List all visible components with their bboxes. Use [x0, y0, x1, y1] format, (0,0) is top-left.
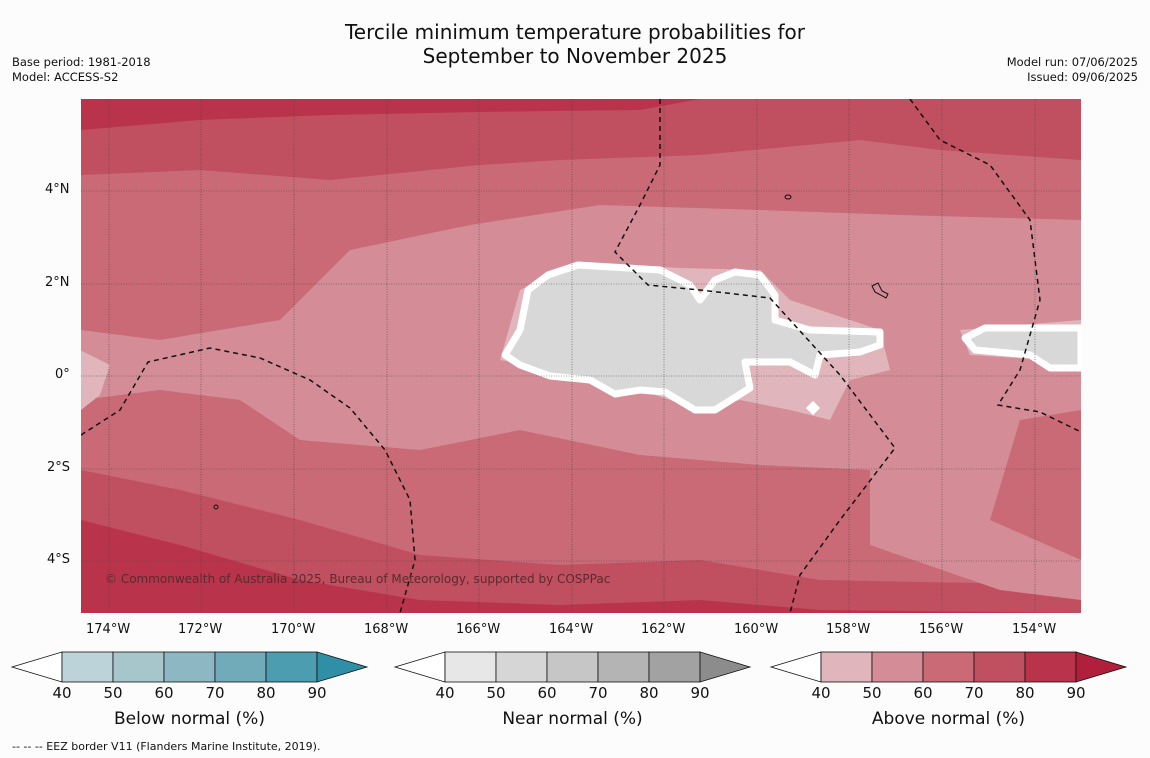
island-outlines: [213, 194, 889, 510]
colorbar-over-triangle: [699, 651, 752, 683]
lon-label-162w: 162°W: [641, 622, 686, 637]
colorbar-tick-label: 40: [811, 684, 831, 702]
colorbar-segment: [265, 651, 318, 683]
band-80-north: [81, 99, 1081, 180]
colorbar-under-triangle: [10, 651, 63, 683]
colorbar-segment: [597, 651, 650, 683]
colorbar-tick-label: 40: [52, 684, 72, 702]
lon-label-160w: 160°W: [734, 622, 779, 637]
colorbar-segment: [922, 651, 975, 683]
lon-label-170w: 170°W: [271, 622, 316, 637]
colorbar-segment: [1024, 651, 1077, 683]
lat-label-2n: 2°N: [45, 275, 70, 290]
colorbar-tick-label: 60: [537, 684, 557, 702]
colorbar-tick-label: 90: [1066, 684, 1086, 702]
band-80-south: [81, 470, 1081, 613]
colorbar-segment: [820, 651, 873, 683]
map-title-line1: Tercile minimum temperature probabilitie…: [344, 20, 806, 44]
colorbar-title: Below normal (%): [114, 709, 265, 729]
colorbar-tick-label: 60: [154, 684, 174, 702]
base-period: Base period: 1981-2018: [12, 55, 151, 69]
colorbar-segment: [871, 651, 924, 683]
map-title-line2: September to November 2025: [422, 44, 728, 68]
colorbar-tick-label: 70: [205, 684, 225, 702]
band-90-north: [81, 99, 700, 130]
graticule: [81, 99, 1081, 613]
colorbar-segment: [973, 651, 1026, 683]
lon-label-156w: 156°W: [919, 622, 964, 637]
colorbar-segment: [61, 651, 114, 683]
model-run-date: Model run: 07/06/2025: [1006, 55, 1138, 69]
lon-label-174w: 174°W: [86, 622, 131, 637]
lon-label-168w: 168°W: [364, 622, 409, 637]
lat-label-2s: 2°S: [47, 460, 71, 475]
colorbar-segment: [112, 651, 165, 683]
lon-label-172w: 172°W: [178, 622, 223, 637]
colorbar-over-triangle: [1075, 651, 1128, 683]
colorbar-tick-label: 70: [588, 684, 608, 702]
near-normal-region: [501, 261, 884, 414]
lat-label-4s: 4°S: [47, 552, 71, 567]
colorbars: [10, 651, 1128, 683]
near-normal-region-east: [961, 324, 1081, 372]
colorbar-title: Above normal (%): [871, 709, 1026, 729]
colorbar-tick-label: 70: [964, 684, 984, 702]
colorbar-segment: [495, 651, 548, 683]
colorbar-segment: [648, 651, 701, 683]
colorbar-tick-label: 80: [1015, 684, 1035, 702]
issued-date: Issued: 09/06/2025: [1027, 70, 1138, 84]
lon-label-164w: 164°W: [549, 622, 594, 637]
colorbar-segment: [214, 651, 267, 683]
colorbar-under-triangle: [393, 651, 446, 683]
lon-label-154w: 154°W: [1012, 622, 1057, 637]
colorbar-under-triangle: [769, 651, 822, 683]
colorbar-tick-label: 50: [103, 684, 123, 702]
colorbar-segment: [444, 651, 497, 683]
colorbar-title: Near normal (%): [502, 709, 643, 729]
lat-label-0: 0°: [55, 367, 70, 382]
band-50: [81, 205, 1081, 600]
colorbar-tick-label: 50: [486, 684, 506, 702]
colorbar-tick-label: 80: [639, 684, 659, 702]
copyright-notice: © Commonwealth of Australia 2025, Bureau…: [105, 572, 611, 586]
colorbar-tick-label: 50: [862, 684, 882, 702]
colorbar-tick-label: 60: [913, 684, 933, 702]
eez-footnote: -- -- -- EEZ border V11 (Flanders Marine…: [12, 740, 321, 753]
colorbar-tick-label: 40: [435, 684, 455, 702]
colorbar-tick-label: 80: [256, 684, 276, 702]
probability-field: [81, 99, 1081, 613]
colorbar-tick-label: 90: [307, 684, 327, 702]
lon-label-166w: 166°W: [456, 622, 501, 637]
colorbar-tick-label: 90: [690, 684, 710, 702]
colorbar-segment: [163, 651, 216, 683]
lat-label-4n: 4°N: [45, 182, 70, 197]
colorbar-over-triangle: [316, 651, 369, 683]
band-90-south: [81, 520, 1081, 613]
colorbar-segment: [546, 651, 599, 683]
lon-label-158w: 158°W: [826, 622, 871, 637]
eez-borders: [81, 99, 1081, 613]
model-name: Model: ACCESS-S2: [12, 70, 119, 84]
